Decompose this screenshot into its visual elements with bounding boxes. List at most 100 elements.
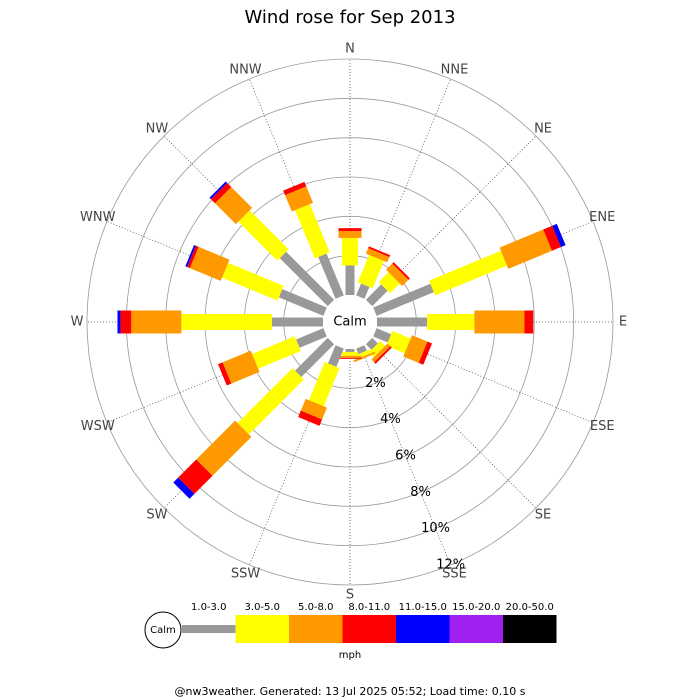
direction-label: S — [346, 588, 354, 603]
bar-segment — [499, 229, 552, 269]
bar-segment — [356, 283, 370, 299]
spoke — [349, 135, 537, 323]
bar-segment — [222, 350, 260, 384]
bar-segment — [338, 228, 362, 232]
direction-label: N — [345, 42, 355, 57]
bar-segment — [357, 254, 384, 289]
r-tick-label: 2% — [365, 376, 386, 391]
polar-grid: N NNE NE ENE E ESE SE SSE S SSW SW WSW W WNW NW NNW — [71, 42, 628, 603]
bar-segment — [295, 204, 330, 259]
calm-circle — [324, 296, 376, 348]
direction-label: W — [71, 315, 84, 330]
direction-label: SE — [535, 508, 551, 523]
bar-segment — [338, 357, 362, 359]
r-tick-label: 12% — [436, 557, 465, 572]
bar-segment — [209, 181, 228, 200]
bar-segment — [392, 262, 410, 280]
bar-segment — [298, 410, 323, 426]
bars — [117, 181, 566, 499]
bar-segment — [338, 355, 362, 358]
bar-segment — [296, 328, 327, 348]
bar-segment — [345, 349, 355, 352]
bar-segment — [365, 284, 388, 307]
legend-swatch — [449, 615, 503, 643]
bar-segment — [543, 225, 562, 251]
legend-label: 11.0-15.0 — [399, 602, 447, 613]
bar-segment — [474, 310, 525, 334]
bar-segment — [377, 317, 428, 327]
bar-segment — [120, 310, 132, 334]
bar-segment — [300, 398, 327, 420]
bar-segment — [279, 251, 335, 307]
direction-label: SW — [146, 508, 167, 523]
footer: @nw3weather. Generated: 13 Jul 2025 05:5… — [175, 685, 526, 698]
bar-segment — [278, 289, 327, 316]
bar-segment — [285, 186, 314, 212]
spoke — [349, 78, 452, 323]
spoke — [349, 321, 452, 566]
bar-segment — [131, 310, 182, 334]
bar-segment — [353, 351, 376, 363]
spoke — [106, 220, 351, 323]
chart-title: Wind rose for Sep 2013 — [244, 7, 455, 28]
legend-swatch — [396, 615, 450, 643]
calm-label: Calm — [333, 315, 366, 330]
bar-segment — [345, 265, 355, 295]
spoke — [248, 321, 351, 566]
legend-unit: mph — [339, 650, 361, 661]
spoke — [106, 321, 351, 424]
bar-segment — [356, 345, 367, 355]
bar-segment — [374, 346, 392, 364]
bar-segment — [327, 345, 344, 367]
r-tick-label: 6% — [395, 448, 416, 463]
legend-label: 20.0-50.0 — [506, 602, 554, 613]
bar-segment — [196, 420, 252, 476]
direction-label: NNE — [441, 62, 469, 77]
direction-label: NW — [146, 121, 169, 136]
bar-segment — [385, 263, 409, 287]
spoke — [349, 321, 537, 509]
legend-label: 5.0-8.0 — [298, 602, 333, 613]
legend-calm-label: Calm — [150, 625, 176, 636]
bar-segment — [308, 362, 340, 407]
bar-segment — [342, 237, 358, 266]
bar-segment — [365, 337, 378, 350]
direction-label: WNW — [80, 210, 116, 225]
bar-segment — [181, 314, 272, 330]
direction-label: ESE — [590, 419, 615, 434]
r-tick-label: 10% — [421, 521, 450, 536]
legend-swatch — [342, 615, 396, 643]
bar-segment — [210, 182, 232, 204]
bar-segment — [283, 181, 307, 196]
r-ticks: 2% 4% 6% 8% 10% 12% — [365, 376, 465, 573]
bar-segment — [295, 337, 335, 377]
spoke — [248, 78, 351, 323]
bar-segment — [189, 246, 230, 281]
bar-segment — [373, 283, 434, 316]
legend-swatch — [289, 615, 343, 643]
bar-segment — [252, 336, 301, 369]
legend-swatch — [235, 615, 289, 643]
bar-segment — [524, 310, 534, 334]
bar-segment — [427, 314, 475, 330]
direction-label: WSW — [81, 419, 115, 434]
legend-calm-circle — [144, 611, 182, 649]
legend-label: 15.0-20.0 — [452, 602, 500, 613]
spoke — [163, 135, 351, 323]
direction-label: E — [619, 315, 627, 330]
grid-ring — [86, 58, 614, 586]
bar-segment — [429, 250, 508, 296]
bar-segment — [418, 341, 433, 365]
bar-segment — [185, 244, 196, 267]
bar-segment — [271, 317, 324, 327]
bar-segment — [318, 253, 344, 299]
r-tick-label: 4% — [380, 412, 401, 427]
bar-segment — [368, 246, 391, 257]
spoke — [349, 321, 594, 424]
bar-segment — [403, 335, 428, 363]
legend: Calm mph 1.0-3.0 3.0-5.0 5.0-8.0 8.0-11.0 11… — [144, 602, 557, 661]
bar-segment — [187, 245, 199, 269]
bar-segment — [222, 262, 284, 301]
bar-segment — [237, 368, 304, 435]
